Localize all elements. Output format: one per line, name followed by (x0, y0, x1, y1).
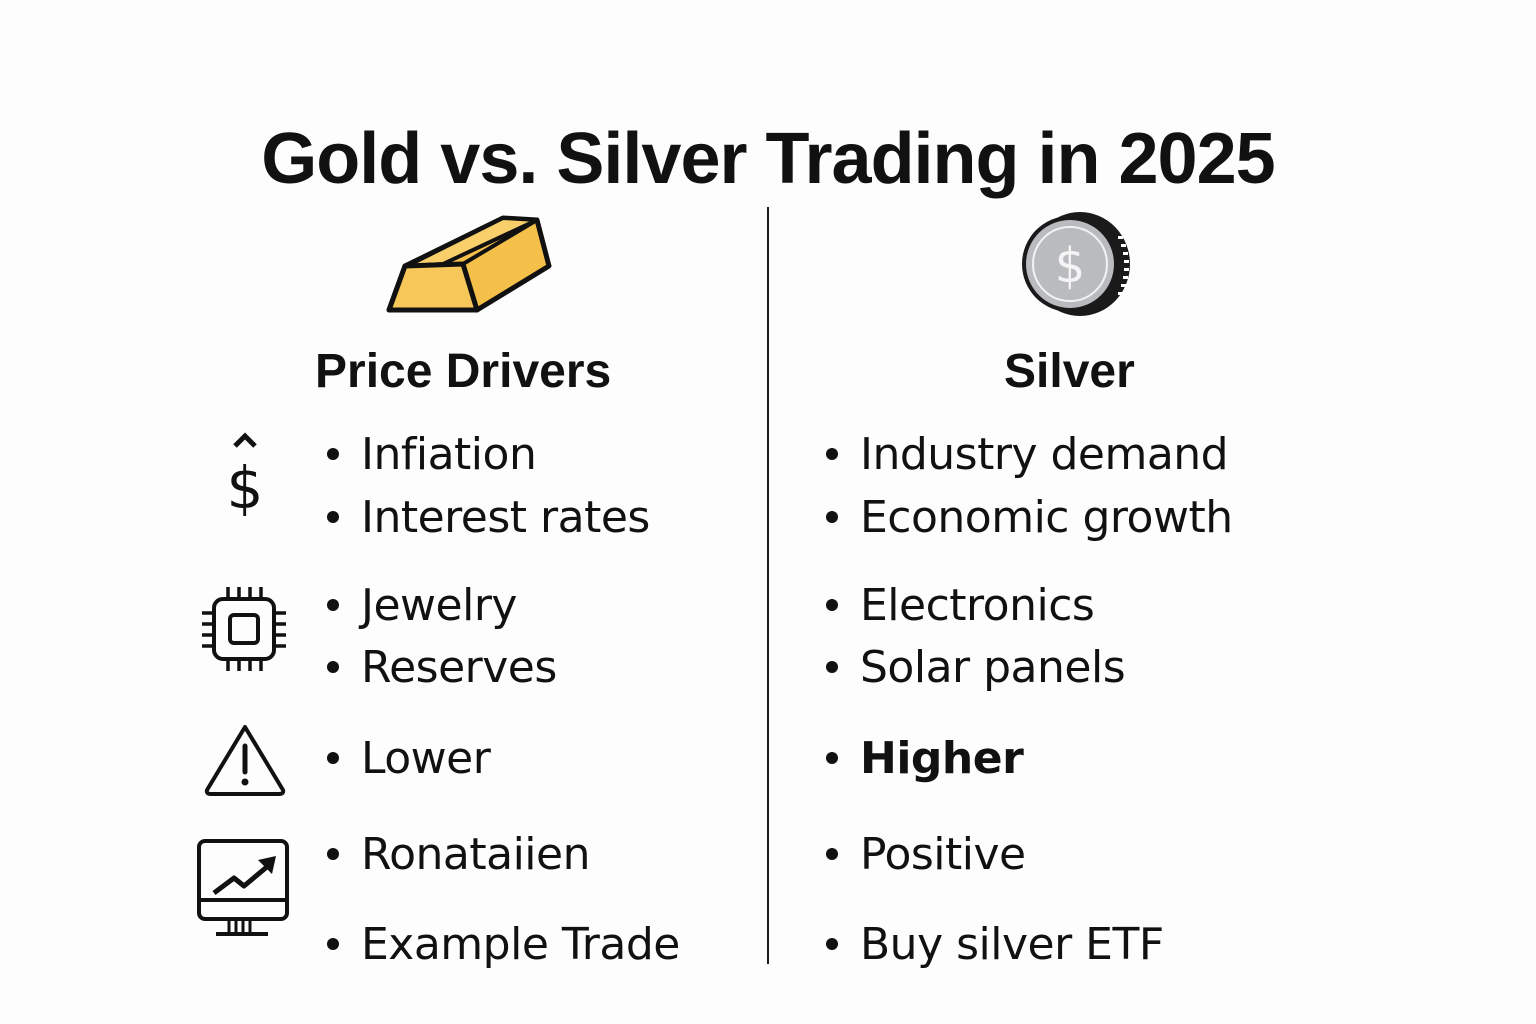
gold-bar-icon (386, 215, 552, 313)
right-item-electronics: Electronics (826, 580, 1095, 632)
bullet-dot (826, 448, 838, 460)
right-heading: Silver (1004, 345, 1135, 398)
svg-text:$: $ (1055, 238, 1086, 294)
right-item-positive: Positive (826, 829, 1026, 881)
bullet-dot (327, 848, 339, 860)
left-heading: Price Drivers (315, 345, 612, 398)
bullet-dot (826, 599, 838, 611)
right-item-economic-growth: Economic growth (826, 492, 1233, 544)
bullet-dot (327, 752, 339, 764)
right-item-buy-silver-etf: Buy silver ETF (826, 919, 1164, 971)
bullet-dot (327, 938, 339, 950)
left-item-inflation: Infiation (327, 429, 537, 481)
dollar-up-icon: $ (227, 432, 264, 516)
bullet-dot (327, 599, 339, 611)
left-item-jewelry: Jewelry (327, 580, 517, 632)
svg-text:$: $ (227, 454, 264, 516)
bullet-dot (327, 511, 339, 523)
left-item-ronataiien: Ronataiien (327, 829, 591, 881)
column-divider (767, 207, 769, 964)
bullet-dot (826, 511, 838, 523)
monitor-chart-icon (197, 839, 289, 936)
bullet-dot (826, 938, 838, 950)
bullet-dot (826, 661, 838, 673)
silver-coin-icon: $ (1022, 212, 1130, 316)
warning-icon (204, 725, 286, 796)
left-item-interest-rates: Interest rates (327, 492, 650, 544)
left-item-lower: Lower (327, 733, 491, 785)
left-item-reserves: Reserves (327, 642, 557, 694)
right-item-solar-panels: Solar panels (826, 642, 1126, 694)
left-item-example-trade: Example Trade (327, 919, 680, 971)
bullet-dot (327, 661, 339, 673)
bullet-dot (826, 752, 838, 764)
bullet-dot (826, 848, 838, 860)
right-item-higher: Higher (826, 733, 1024, 785)
chip-icon (202, 587, 286, 671)
page-title: Gold vs. Silver Trading in 2025 (261, 119, 1275, 200)
bullet-dot (327, 448, 339, 460)
right-item-industry-demand: Industry demand (826, 429, 1229, 481)
